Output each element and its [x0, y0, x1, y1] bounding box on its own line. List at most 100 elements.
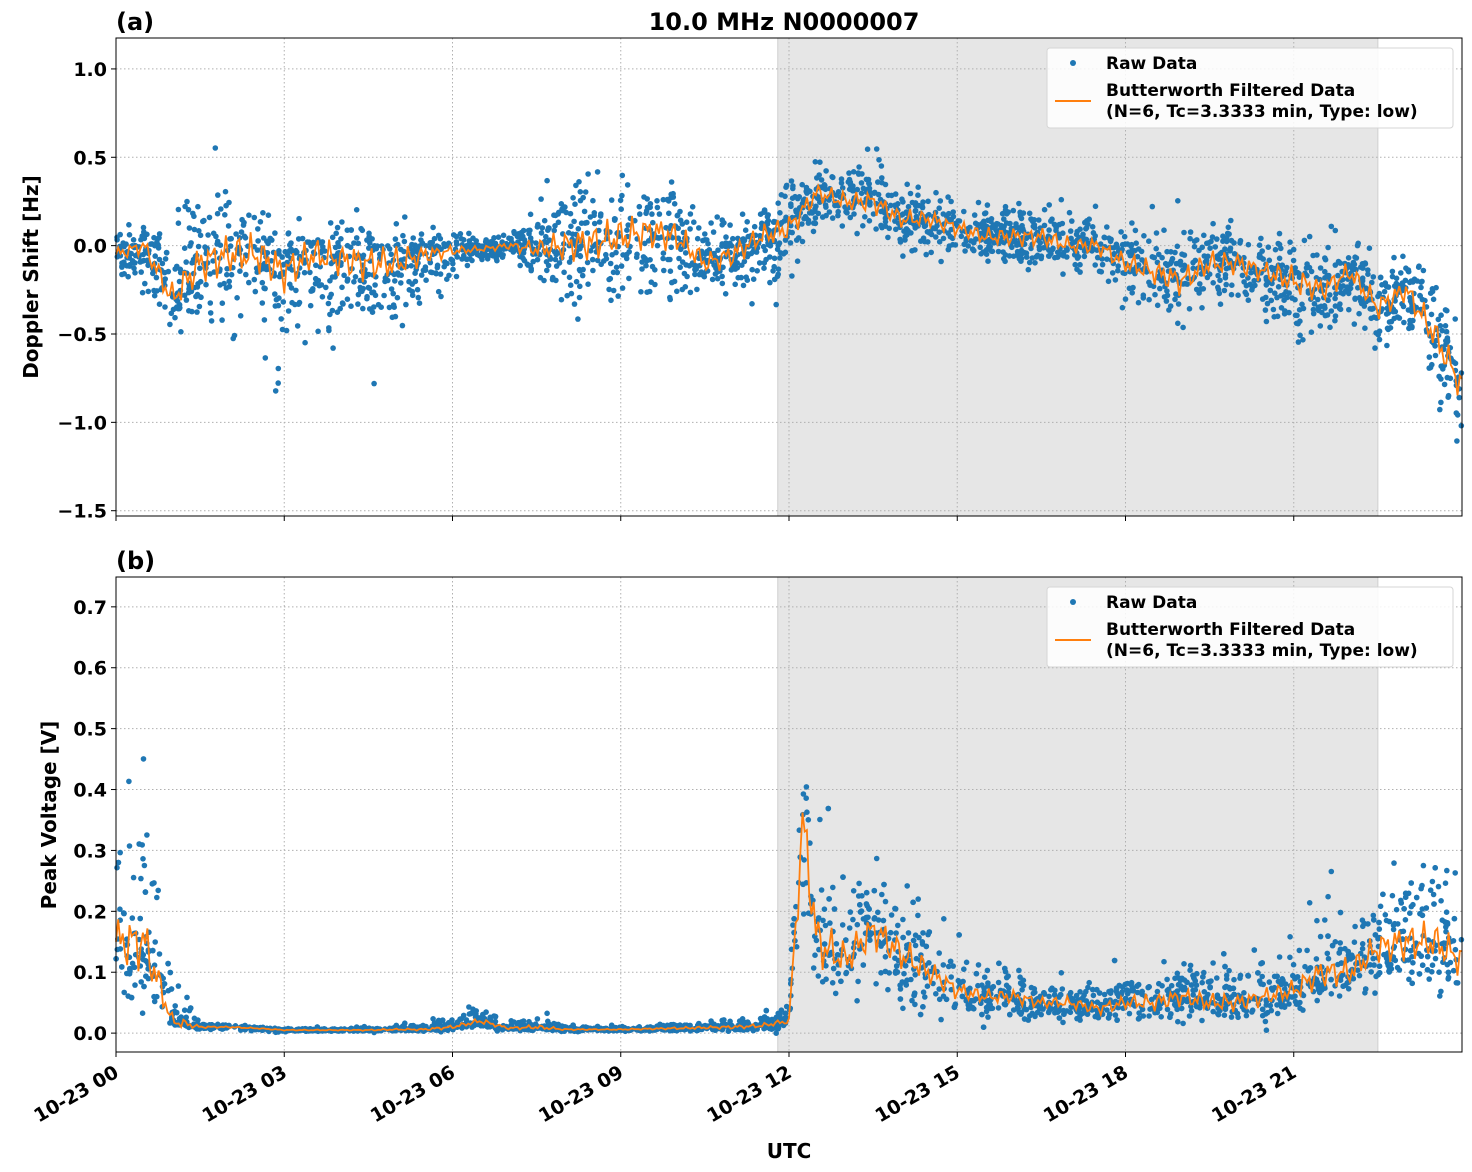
- raw-data-point: [1210, 220, 1216, 227]
- raw-data-point: [1205, 991, 1211, 998]
- raw-data-point: [773, 1030, 779, 1036]
- raw-data-point: [778, 220, 785, 226]
- raw-data-point: [866, 181, 872, 187]
- raw-data-point: [904, 883, 910, 889]
- raw-data-point: [427, 240, 434, 246]
- legend-filtered-params: (N=6, Tc=3.3333 min, Type: low): [1106, 102, 1418, 122]
- raw-data-point: [1413, 894, 1420, 901]
- raw-data-point: [1164, 1006, 1171, 1013]
- raw-data-point: [694, 235, 701, 242]
- raw-data-point: [273, 296, 280, 303]
- raw-data-point: [1410, 317, 1416, 324]
- raw-data-point: [1314, 917, 1320, 924]
- raw-data-point: [1263, 318, 1270, 325]
- raw-data-point: [410, 235, 417, 241]
- raw-data-point: [1056, 1015, 1063, 1021]
- raw-data-point: [847, 214, 854, 221]
- raw-data-point: [1201, 969, 1207, 976]
- raw-data-point: [995, 248, 1002, 255]
- raw-data-point: [987, 1001, 993, 1008]
- raw-data-point: [1444, 338, 1451, 345]
- raw-data-point: [1322, 268, 1328, 275]
- raw-data-point: [571, 301, 578, 307]
- raw-data-point: [1104, 1007, 1110, 1013]
- raw-data-point: [541, 217, 548, 224]
- raw-data-point: [1020, 210, 1027, 216]
- raw-data-point: [278, 316, 285, 322]
- raw-data-point: [152, 253, 158, 259]
- raw-data-point: [1245, 297, 1252, 304]
- raw-data-point: [285, 231, 292, 237]
- raw-data-point: [851, 211, 857, 217]
- raw-data-point: [1391, 254, 1397, 261]
- raw-data-point: [276, 248, 282, 254]
- raw-data-point: [770, 268, 776, 274]
- raw-data-point: [1289, 295, 1295, 301]
- raw-data-point: [638, 289, 644, 295]
- raw-data-point: [453, 233, 460, 240]
- raw-data-point: [460, 1012, 467, 1019]
- raw-data-point: [1059, 220, 1066, 227]
- raw-data-point: [132, 982, 138, 988]
- raw-data-point: [745, 233, 751, 240]
- raw-data-point: [1208, 238, 1214, 245]
- raw-data-point: [519, 242, 525, 248]
- raw-data-point: [1324, 950, 1331, 957]
- raw-data-point: [885, 986, 891, 993]
- raw-data-point: [749, 266, 755, 273]
- raw-data-point: [1276, 230, 1283, 237]
- raw-data-point: [1313, 956, 1320, 962]
- raw-data-point: [1443, 328, 1450, 335]
- raw-data-point: [1060, 271, 1066, 277]
- raw-data-point: [1205, 253, 1211, 260]
- raw-data-point: [677, 208, 683, 215]
- raw-data-point: [1026, 259, 1033, 266]
- raw-data-point: [1263, 274, 1269, 281]
- raw-data-point: [773, 301, 779, 308]
- raw-data-point: [272, 291, 278, 297]
- y-tick-label: −1.0: [57, 412, 107, 434]
- raw-data-point: [355, 240, 362, 247]
- raw-data-point: [1026, 210, 1033, 217]
- raw-data-point: [955, 977, 962, 984]
- raw-data-point: [172, 266, 178, 272]
- raw-data-point: [213, 233, 219, 240]
- raw-data-point: [1278, 981, 1284, 988]
- raw-data-point: [649, 211, 655, 217]
- raw-data-point: [223, 285, 230, 291]
- raw-data-point: [187, 1005, 194, 1011]
- raw-data-point: [1129, 290, 1135, 296]
- raw-data-point: [968, 238, 974, 244]
- raw-data-point: [1268, 1007, 1275, 1014]
- raw-data-point: [429, 269, 435, 276]
- raw-data-point: [1215, 1011, 1222, 1018]
- raw-data-point: [198, 294, 204, 301]
- raw-data-point: [408, 263, 415, 269]
- raw-data-point: [1442, 323, 1449, 329]
- raw-data-point: [1172, 249, 1178, 256]
- raw-data-point: [1402, 917, 1409, 923]
- raw-data-point: [1122, 296, 1129, 302]
- raw-data-point: [375, 301, 382, 308]
- raw-data-point: [1021, 1016, 1028, 1022]
- raw-data-point: [1154, 302, 1161, 309]
- raw-data-point: [525, 262, 531, 268]
- raw-data-point: [537, 274, 544, 281]
- raw-data-point: [360, 305, 366, 312]
- raw-data-point: [1391, 283, 1398, 289]
- raw-data-point: [1443, 928, 1449, 935]
- raw-data-point: [945, 194, 951, 200]
- raw-data-point: [140, 251, 147, 258]
- raw-data-point: [1332, 262, 1339, 268]
- raw-data-point: [1104, 224, 1110, 230]
- raw-data-point: [1210, 960, 1216, 966]
- raw-data-point: [334, 224, 341, 231]
- raw-data-point: [1012, 236, 1018, 243]
- raw-data-point: [1231, 240, 1237, 246]
- raw-data-point: [654, 198, 660, 204]
- raw-data-point: [1365, 271, 1371, 278]
- raw-data-point: [846, 925, 853, 931]
- raw-data-point: [460, 237, 467, 243]
- raw-data-point: [901, 970, 907, 977]
